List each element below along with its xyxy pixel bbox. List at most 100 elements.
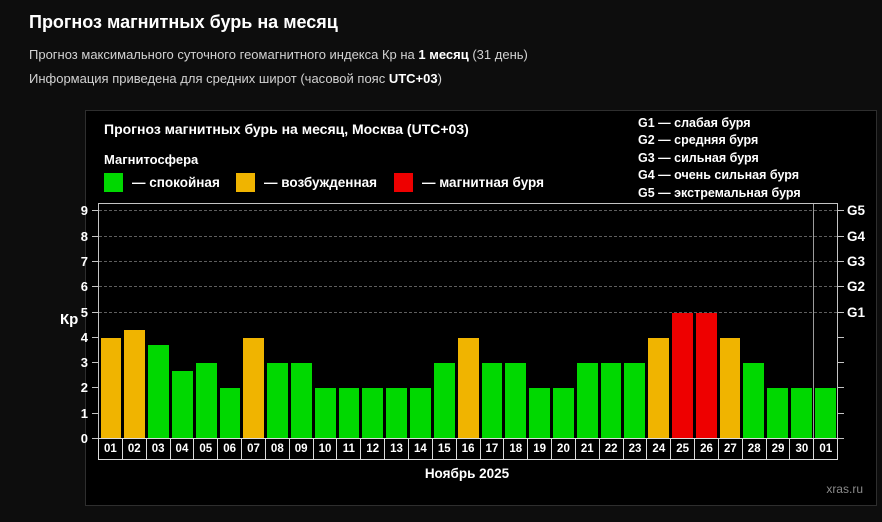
g-legend-item-g4: G4 — очень сильная буря bbox=[638, 167, 801, 184]
bar-day-07 bbox=[243, 338, 264, 439]
bar-column-day-07 bbox=[242, 204, 266, 439]
bar-day-01 bbox=[101, 338, 122, 439]
legend-label-excited: — возбужденная bbox=[264, 175, 377, 190]
legend-color-swatch-storm bbox=[394, 173, 413, 192]
y-tick-label-6: 6 bbox=[81, 279, 88, 295]
y-axis-tick-right-9 bbox=[838, 210, 844, 211]
y-axis-tick-right-1 bbox=[838, 413, 844, 414]
bar-column-day-01 bbox=[99, 204, 123, 439]
chart-title: Прогноз магнитных бурь на месяц, Москва … bbox=[104, 121, 469, 137]
bar-column-day-29 bbox=[766, 204, 790, 439]
bar-column-day-14 bbox=[409, 204, 433, 439]
legend-label-storm: — магнитная буря bbox=[422, 175, 544, 190]
x-axis-day-labels: 0102030405060708091011121314151617181920… bbox=[98, 438, 838, 460]
y-axis-tick-left-5 bbox=[92, 312, 98, 313]
bar-column-day-13 bbox=[385, 204, 409, 439]
subtitle-2-suffix: ) bbox=[438, 71, 442, 86]
legend-label-calm: — спокойная bbox=[132, 175, 220, 190]
bar-day-11 bbox=[339, 388, 360, 439]
bar-column-day-21 bbox=[575, 204, 599, 439]
bar-day-09 bbox=[291, 363, 312, 439]
bar-day-14 bbox=[410, 388, 431, 439]
bar-day-17 bbox=[482, 363, 503, 439]
chart-widget: Прогноз магнитных бурь на месяц, Москва … bbox=[85, 110, 877, 506]
g-axis-label-G5: G5 bbox=[847, 202, 865, 220]
y-tick-label-3: 3 bbox=[81, 355, 88, 371]
day-label-05: 05 bbox=[194, 439, 218, 459]
bar-column-day-06 bbox=[218, 204, 242, 439]
bar-day-24 bbox=[648, 338, 669, 439]
y-tick-label-7: 7 bbox=[81, 254, 88, 270]
day-label-06: 06 bbox=[218, 439, 242, 459]
page: { "page": { "title": "Прогноз магнитных … bbox=[0, 0, 882, 522]
subtitle-1-suffix: (31 день) bbox=[469, 47, 528, 62]
day-label-16: 16 bbox=[457, 439, 481, 459]
y-axis-title: Кр bbox=[60, 311, 78, 328]
magnetosphere-legend-title: Магнитосфера bbox=[104, 152, 198, 167]
bar-column-day-25 bbox=[671, 204, 695, 439]
day-label-14: 14 bbox=[409, 439, 433, 459]
subtitle-2-bold: UTC+03 bbox=[389, 71, 438, 86]
bar-column-day-20 bbox=[551, 204, 575, 439]
y-tick-label-1: 1 bbox=[81, 406, 88, 422]
bar-day-27 bbox=[720, 338, 741, 439]
y-axis-tick-left-6 bbox=[92, 286, 98, 287]
bar-day-12 bbox=[362, 388, 383, 439]
bar-column-day-09 bbox=[290, 204, 314, 439]
day-label-22: 22 bbox=[600, 439, 624, 459]
y-axis-tick-left-3 bbox=[92, 362, 98, 363]
plot-area: 0123456789G1G2G3G4G5 bbox=[98, 203, 838, 440]
bar-day-28 bbox=[743, 363, 764, 439]
g-legend-item-g2: G2 — средняя буря bbox=[638, 132, 801, 149]
day-label-29: 29 bbox=[767, 439, 791, 459]
page-subtitle-2: Информация приведена для средних широт (… bbox=[29, 71, 528, 86]
bar-column-day-16 bbox=[456, 204, 480, 439]
day-label-09: 09 bbox=[290, 439, 314, 459]
g-axis-label-G1: G1 bbox=[847, 304, 865, 322]
subtitle-1-bold: 1 месяц bbox=[418, 47, 468, 62]
bar-day-05 bbox=[196, 363, 217, 439]
bar-column-day-18 bbox=[504, 204, 528, 439]
y-tick-label-5: 5 bbox=[81, 305, 88, 321]
bar-column-day-23 bbox=[623, 204, 647, 439]
bar-day-06 bbox=[220, 388, 241, 439]
legend-item-excited: — возбужденная bbox=[236, 173, 377, 192]
bar-column-day-01 bbox=[813, 204, 837, 439]
day-label-07: 07 bbox=[242, 439, 266, 459]
day-label-12: 12 bbox=[361, 439, 385, 459]
bar-day-19 bbox=[529, 388, 550, 439]
day-label-15: 15 bbox=[433, 439, 457, 459]
bar-day-18 bbox=[505, 363, 526, 439]
day-label-30: 30 bbox=[790, 439, 814, 459]
day-label-04: 04 bbox=[171, 439, 195, 459]
bar-column-day-04 bbox=[170, 204, 194, 439]
subtitle-1-text: Прогноз максимального суточного геомагни… bbox=[29, 47, 418, 62]
day-label-28: 28 bbox=[743, 439, 767, 459]
day-label-27: 27 bbox=[719, 439, 743, 459]
y-axis-tick-left-8 bbox=[92, 236, 98, 237]
g-axis-label-G2: G2 bbox=[847, 278, 865, 296]
day-label-25: 25 bbox=[671, 439, 695, 459]
day-label-19: 19 bbox=[528, 439, 552, 459]
bar-column-day-24 bbox=[647, 204, 671, 439]
g-axis-label-G3: G3 bbox=[847, 253, 865, 271]
bar-day-08 bbox=[267, 363, 288, 439]
legend-color-swatch-calm bbox=[104, 173, 123, 192]
watermark: xras.ru bbox=[826, 482, 863, 496]
day-label-02: 02 bbox=[123, 439, 147, 459]
day-label-01: 01 bbox=[99, 439, 123, 459]
bar-day-30 bbox=[791, 388, 812, 439]
y-axis-tick-right-5 bbox=[838, 312, 844, 313]
g-legend-item-g1: G1 — слабая буря bbox=[638, 115, 801, 132]
x-axis-title: Ноябрь 2025 bbox=[98, 466, 836, 481]
bar-day-04 bbox=[172, 371, 193, 439]
g-legend-item-g3: G3 — сильная буря bbox=[638, 150, 801, 167]
y-tick-label-8: 8 bbox=[81, 229, 88, 245]
g-scale-legend: G1 — слабая буряG2 — средняя буряG3 — си… bbox=[638, 115, 801, 202]
bar-day-20 bbox=[553, 388, 574, 439]
y-axis-tick-right-3 bbox=[838, 362, 844, 363]
day-label-21: 21 bbox=[576, 439, 600, 459]
bar-day-29 bbox=[767, 388, 788, 439]
bar-column-day-17 bbox=[480, 204, 504, 439]
bar-day-26 bbox=[696, 313, 717, 440]
